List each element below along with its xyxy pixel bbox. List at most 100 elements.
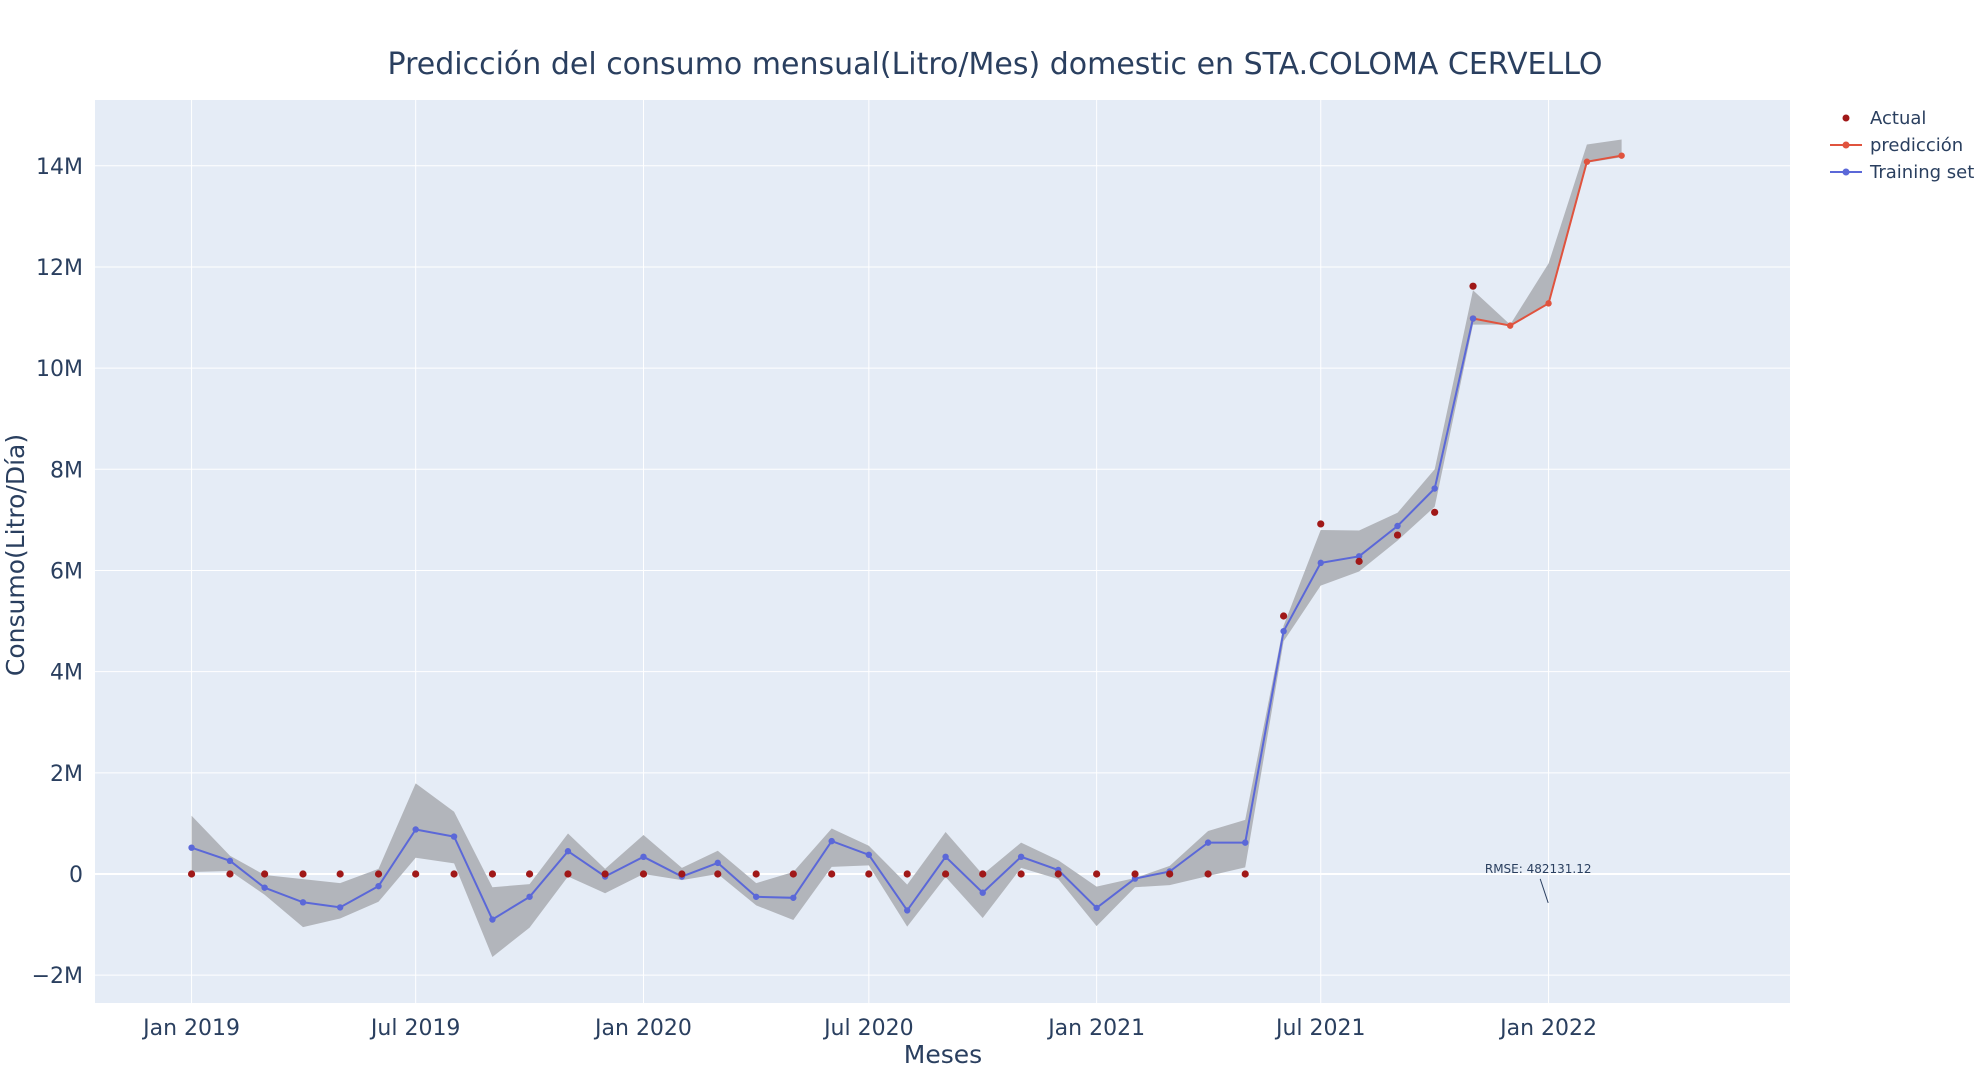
actual-point: [865, 870, 873, 878]
legend-item-prediccion[interactable]: predicción: [1830, 135, 1963, 156]
training-set-point: [1431, 485, 1438, 492]
actual-point: [1131, 870, 1139, 878]
actual-point: [828, 870, 836, 878]
actual-point: [525, 870, 534, 878]
training-set-point: [1204, 839, 1212, 846]
x-axis-title: Meses: [904, 1040, 982, 1069]
training-set-point: [828, 837, 835, 845]
x-tick-label: Jul 2020: [822, 1016, 914, 1041]
training-set-point: [1280, 627, 1287, 635]
y-axis-ticks: −2M 0 2M 4M 6M 8M 10M 12M 14M: [32, 155, 83, 989]
actual-point: [1054, 870, 1062, 878]
actual-point: [639, 870, 648, 878]
legend-swatch-marker: [1842, 141, 1850, 149]
x-tick-label: Jul 2019: [369, 1016, 461, 1041]
y-tick-label: 12M: [36, 256, 83, 281]
legend-item-actual[interactable]: Actual: [1842, 108, 1927, 129]
annotation-arrow: [1539, 878, 1549, 904]
chart-title: Predicción del consumo mensual(Litro/Mes…: [388, 47, 1603, 82]
training-set-point: [336, 904, 344, 911]
actual-point: [187, 870, 196, 878]
training-set-point: [979, 889, 986, 896]
actual-point: [450, 870, 458, 878]
confidence-band-area: [191, 139, 1622, 957]
y-tick-label: 14M: [36, 155, 83, 180]
actual-point: [1093, 870, 1101, 878]
y-tick-label: 6M: [50, 559, 83, 584]
training-set-point: [1394, 522, 1401, 530]
actual-point: [1241, 870, 1249, 878]
actual-point: [488, 870, 497, 878]
training-set-point: [790, 894, 797, 901]
x-tick-label: Jan 2022: [1498, 1016, 1597, 1041]
training-set-point: [640, 853, 647, 860]
training-set-point: [1242, 839, 1249, 846]
training-set-point: [261, 884, 268, 891]
legend-label: Training set: [1869, 162, 1974, 183]
actual-point: [789, 870, 797, 878]
prediccion-point: [1506, 322, 1514, 329]
confidence-band: [191, 139, 1622, 957]
y-tick-label: 8M: [50, 458, 83, 483]
legend[interactable]: Actual predicción Training set: [1830, 108, 1974, 183]
actual-point: [1431, 508, 1439, 516]
legend-label: Actual: [1870, 108, 1926, 129]
x-tick-label: Jan 2020: [593, 1016, 692, 1041]
x-tick-label: Jul 2021: [1274, 1016, 1366, 1041]
annotations: RMSE: 482131.12: [1485, 862, 1592, 904]
actual-point: [714, 870, 722, 878]
actual-point: [374, 870, 383, 878]
training-set-point: [904, 907, 911, 914]
training-set-point: [226, 857, 234, 865]
x-tick-label: Jan 2019: [141, 1016, 240, 1041]
training-set-point: [450, 833, 458, 840]
training-set-point: [865, 851, 873, 858]
actual-point: [1166, 870, 1174, 878]
actual-point: [678, 870, 686, 878]
training-set-point: [1017, 853, 1025, 860]
training-set-point: [752, 893, 760, 900]
actual-point: [564, 870, 572, 878]
x-tick-label: Jan 2021: [1046, 1016, 1145, 1041]
prediccion-point: [1545, 300, 1552, 307]
legend-swatch-marker: [1842, 114, 1850, 122]
actual-point: [941, 870, 950, 878]
training-set-point: [299, 899, 307, 906]
actual-point: [1469, 282, 1477, 290]
legend-item-training-set[interactable]: Training set: [1830, 162, 1974, 183]
series-markers: [187, 152, 1625, 923]
training-set-point: [1355, 553, 1363, 560]
training-set-point: [526, 893, 533, 900]
training-set-point: [489, 916, 496, 923]
training-set-point: [564, 848, 572, 855]
y-tick-label: −2M: [32, 964, 83, 989]
prediccion-point: [1618, 152, 1625, 159]
legend-swatch-marker: [1842, 168, 1850, 176]
training-set-point: [188, 844, 195, 851]
actual-point: [1393, 531, 1402, 539]
actual-point: [299, 870, 307, 878]
y-tick-label: 4M: [50, 661, 83, 686]
actual-point: [601, 870, 609, 878]
legend-label: predicción: [1870, 135, 1963, 156]
training-set-point: [1317, 559, 1324, 567]
actual-point: [1317, 520, 1325, 528]
actual-point: [752, 870, 760, 878]
rmse-annotation: RMSE: 482131.12: [1485, 862, 1592, 876]
actual-point: [412, 870, 420, 878]
training-set-point: [1469, 315, 1477, 322]
y-tick-label: 2M: [50, 762, 83, 787]
prediccion-point: [1583, 158, 1591, 165]
actual-point: [1280, 612, 1288, 620]
training-set-point: [714, 859, 721, 867]
actual-point: [1017, 870, 1025, 878]
actual-point: [903, 870, 911, 878]
y-tick-label: 10M: [36, 357, 83, 382]
actual-point: [1355, 557, 1363, 565]
y-tick-label: 0: [69, 863, 83, 888]
training-set-point: [412, 826, 419, 833]
actual-point: [226, 870, 234, 878]
actual-point: [261, 870, 269, 878]
training-set-point: [375, 882, 382, 890]
